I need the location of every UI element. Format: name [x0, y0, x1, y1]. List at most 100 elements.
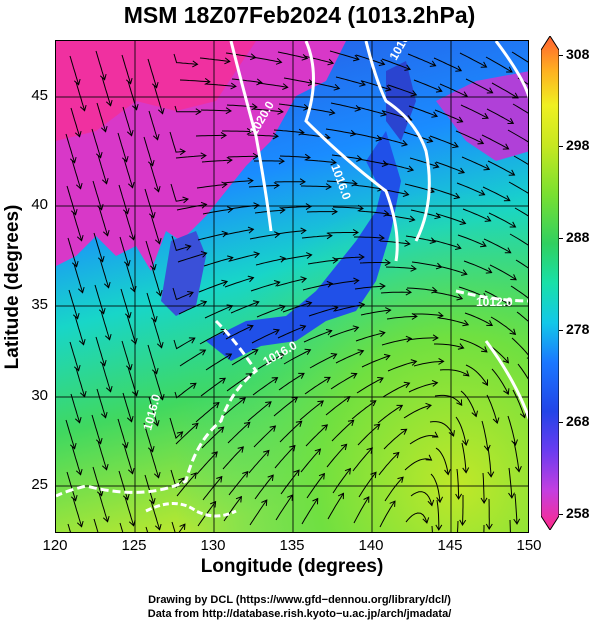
streamline-arrow	[486, 87, 494, 94]
streamline	[254, 209, 285, 214]
streamline-arrow	[403, 381, 411, 389]
streamline-arrow	[263, 449, 270, 457]
streamline	[431, 239, 461, 249]
streamline-arrow	[505, 300, 512, 307]
streamline-arrow	[154, 523, 162, 531]
streamline	[279, 155, 311, 159]
streamline-arrow	[410, 90, 418, 97]
streamline	[331, 154, 362, 160]
streamline-arrow	[383, 353, 391, 361]
streamline	[123, 158, 134, 188]
streamline	[148, 110, 159, 140]
streamline	[74, 315, 85, 345]
streamline-arrow	[253, 251, 261, 259]
streamline	[124, 496, 135, 526]
streamline-arrow	[506, 66, 513, 73]
korea-landmass	[161, 231, 206, 316]
wind-streamlines	[65, 50, 528, 532]
streamline-arrow	[357, 349, 365, 356]
streamline-arrow	[235, 495, 242, 503]
streamline	[203, 257, 233, 267]
streamline	[251, 56, 282, 63]
streamline-arrow	[153, 471, 161, 479]
streamline-arrow	[487, 471, 495, 478]
streamline-arrow	[279, 304, 286, 312]
streamline	[377, 136, 408, 146]
streamline	[173, 53, 198, 65]
streamline-arrow	[509, 328, 517, 336]
streamline	[408, 382, 438, 393]
streamline	[304, 376, 331, 395]
streamline	[225, 325, 254, 340]
streamline	[127, 80, 138, 110]
streamline	[174, 382, 197, 399]
streamline	[306, 473, 325, 499]
streamline	[410, 491, 433, 506]
streamline-arrow	[358, 301, 366, 309]
streamline-arrow	[103, 281, 111, 289]
streamline	[197, 232, 228, 241]
streamline	[280, 469, 300, 495]
streamline-arrow	[405, 288, 412, 296]
streamline	[67, 523, 71, 532]
streamline-arrow	[502, 356, 510, 364]
streamline	[354, 285, 385, 290]
streamline-arrow	[247, 275, 255, 283]
streamline-arrow	[384, 259, 391, 266]
streamline	[309, 353, 337, 369]
streamline	[356, 106, 387, 116]
streamline	[177, 252, 207, 263]
streamline	[176, 472, 197, 497]
streamline-arrow	[454, 243, 462, 250]
streamline-arrow	[76, 234, 84, 242]
streamline	[277, 325, 306, 339]
streamline	[326, 443, 347, 468]
streamline-arrow	[272, 132, 279, 140]
streamline-arrow	[425, 402, 432, 410]
map-canvas: 1020.0 1016.0 1016.0 1016.0 1012.0 1016.…	[56, 41, 528, 532]
streamline-arrow	[273, 328, 280, 335]
streamline	[247, 134, 279, 137]
streamline-arrow	[179, 523, 186, 530]
isobar-label: 1012.0	[476, 295, 513, 309]
streamline	[360, 309, 391, 316]
streamline	[355, 332, 385, 342]
streamline	[387, 84, 417, 96]
streamline	[95, 50, 106, 80]
streamline	[435, 161, 465, 174]
japan-landmass	[206, 131, 401, 361]
streamline-arrow	[199, 349, 207, 356]
streamline	[517, 363, 528, 380]
streamline	[508, 181, 528, 194]
streamline-arrow	[74, 130, 82, 138]
streamline	[171, 521, 186, 532]
streamline	[329, 50, 359, 60]
streamline	[332, 468, 351, 494]
streamline-arrow	[237, 446, 244, 453]
streamline	[516, 311, 528, 322]
streamline	[509, 519, 511, 532]
streamline	[171, 235, 191, 252]
streamline-arrow	[299, 178, 306, 186]
streamline-arrow	[305, 300, 313, 308]
streamline	[465, 78, 493, 94]
streamline-arrow	[224, 57, 231, 65]
streamline	[199, 329, 227, 345]
streamline	[101, 76, 112, 106]
streamline-arrow	[78, 338, 86, 346]
streamline	[359, 262, 391, 264]
streamline	[147, 58, 158, 88]
streamline-arrow	[438, 357, 445, 365]
streamline	[515, 259, 528, 269]
streamline	[172, 287, 194, 301]
streamline	[226, 104, 257, 108]
streamline	[435, 447, 449, 475]
colorbar-tick: 278	[566, 321, 590, 337]
streamline-arrow	[432, 334, 439, 342]
streamline	[273, 129, 304, 134]
streamline	[97, 154, 108, 184]
streamline	[460, 104, 489, 119]
streamline-arrow	[508, 169, 516, 176]
streamline	[380, 291, 412, 294]
streamline-arrow	[453, 192, 461, 200]
